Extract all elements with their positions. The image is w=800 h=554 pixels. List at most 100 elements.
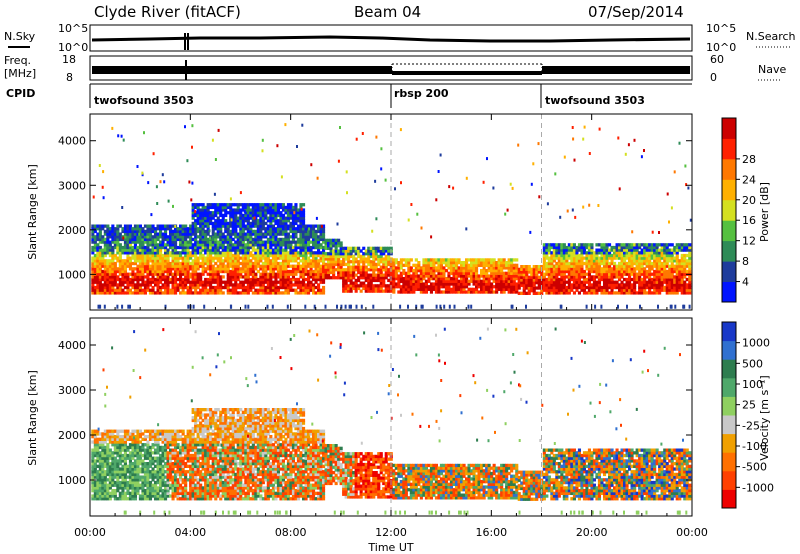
scatter-cell <box>284 261 288 266</box>
scatter-cell <box>186 275 190 279</box>
scatter-cell <box>296 229 301 234</box>
scatter-cell <box>651 230 654 234</box>
scatter-cell <box>96 227 100 231</box>
scatter-cell <box>342 270 346 275</box>
scatter-cell <box>317 261 321 266</box>
scatter-cell <box>274 256 278 260</box>
scatter-cell <box>261 208 265 212</box>
scatter-cell <box>625 261 629 266</box>
scatter-cell <box>191 216 195 220</box>
scatter-cell <box>141 259 145 263</box>
scatter-cell <box>249 235 253 239</box>
scatter-cell <box>648 243 652 247</box>
scatter-cell <box>522 270 526 274</box>
scatter-cell <box>136 259 140 263</box>
scatter-cell <box>219 283 223 287</box>
scatter-cell <box>502 271 506 275</box>
scatter-cell <box>184 240 188 244</box>
scatter-cell <box>123 240 128 244</box>
scatter-cell <box>582 245 587 250</box>
scatter-cell <box>126 288 130 292</box>
scatter-cell <box>239 232 243 236</box>
scatter-cell <box>108 483 112 487</box>
scatter-cell <box>291 251 296 255</box>
scatter-cell <box>239 280 243 284</box>
scatter-cell <box>364 286 368 291</box>
scatter-cell <box>397 279 401 283</box>
scatter-cell <box>229 240 233 244</box>
scatter-cell <box>108 462 112 466</box>
scatter-cell <box>171 229 175 234</box>
scatter-cell <box>608 261 612 266</box>
scatter-cell <box>136 235 140 239</box>
scatter-cell <box>630 288 634 292</box>
scatter-cell <box>91 267 95 271</box>
scatter-cell <box>577 272 582 276</box>
scatter-cell <box>91 467 95 471</box>
scatter-cell <box>266 203 270 207</box>
scatter-cell <box>138 264 143 268</box>
scatter-cell <box>226 240 230 244</box>
scatter-cell <box>302 272 306 276</box>
scatter-cell <box>176 229 180 234</box>
scatter-cell <box>397 277 401 281</box>
scatter-cell <box>502 277 506 281</box>
scatter-cell <box>317 224 321 228</box>
scatter-cell <box>246 285 250 290</box>
scatter-cell <box>562 259 566 263</box>
scatter-cell <box>310 163 313 167</box>
scatter-cell <box>251 221 255 226</box>
scatter-cell <box>369 281 373 285</box>
scatter-cell <box>645 283 649 287</box>
scatter-cell <box>389 270 393 275</box>
scatter-cell <box>189 285 193 290</box>
scatter-cell <box>359 270 363 275</box>
scatter-cell <box>492 271 496 275</box>
scatter-cell <box>281 256 286 260</box>
scatter-cell <box>229 211 233 215</box>
scatter-cell <box>472 277 476 281</box>
scatter-cell <box>251 213 255 218</box>
scatter-cell <box>685 285 689 290</box>
scatter-cell <box>640 272 644 276</box>
scatter-cell <box>284 272 288 276</box>
scatter-cell <box>384 268 388 272</box>
scatter-cell <box>643 280 647 284</box>
scatter-cell <box>623 248 627 252</box>
scatter-cell <box>271 208 276 212</box>
scatter-cell <box>281 248 286 252</box>
scatter-cell <box>214 208 218 212</box>
scatter-cell <box>663 243 667 247</box>
scatter-cell <box>143 237 148 242</box>
scatter-cell <box>670 285 674 290</box>
scatter-cell <box>580 288 584 292</box>
scatter-cell <box>128 232 133 236</box>
scatter-cell <box>623 245 627 250</box>
scatter-cell <box>432 277 436 281</box>
scatter-cell <box>525 270 529 274</box>
scatter-cell <box>592 269 597 274</box>
nsky-tick-bottom: 10^0 <box>58 41 88 54</box>
scatter-cell <box>191 227 195 231</box>
scatter-cell <box>209 203 213 207</box>
scatter-cell <box>379 270 383 275</box>
scatter-cell <box>505 287 509 291</box>
scatter-cell <box>402 285 406 289</box>
scatter-cell <box>101 435 105 439</box>
scatter-cell <box>399 263 403 267</box>
scatter-cell <box>108 280 112 284</box>
scatter-cell <box>577 269 582 274</box>
scatter-cell <box>169 243 173 247</box>
scatter-cell <box>274 235 278 239</box>
scatter-cell <box>595 272 599 276</box>
scatter-cell <box>472 279 476 283</box>
scatter-cell <box>191 208 195 212</box>
scatter-cell <box>154 229 158 234</box>
scatter-cell <box>221 205 225 210</box>
scatter-cell <box>384 270 388 275</box>
scatter-cell <box>301 123 304 127</box>
scatter-cell <box>565 248 569 252</box>
scatter-cell <box>279 285 283 290</box>
scatter-cell <box>174 288 178 292</box>
scatter-cell <box>151 256 155 260</box>
